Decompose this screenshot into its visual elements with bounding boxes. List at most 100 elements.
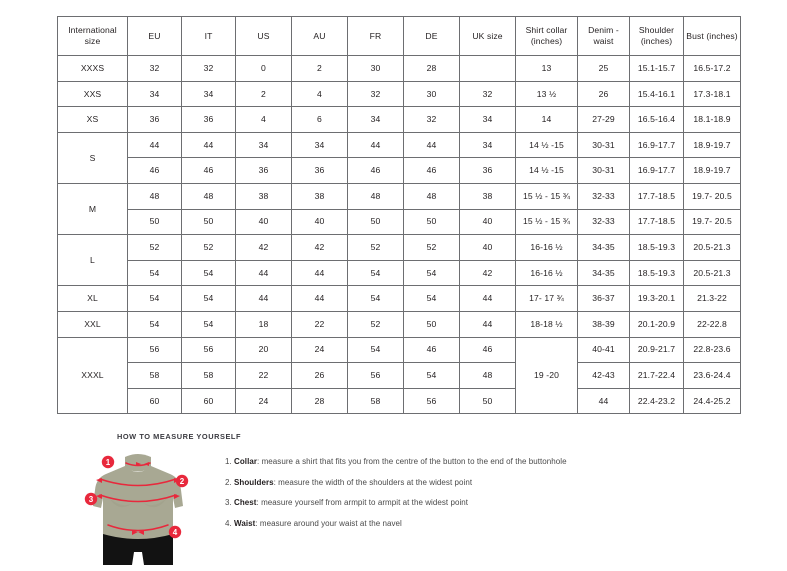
cell-it: 58 — [181, 362, 236, 389]
cell-shoulder: 20.1-20.9 — [629, 310, 684, 338]
cell-collar: 18-18 ½ — [515, 310, 578, 338]
cell-collar: 15 ½ - 15 ¾ — [515, 208, 578, 236]
how-to-measure-section: 1 2 3 4 1. Collar: measure a shirt that … — [57, 446, 757, 566]
cell-it: 56 — [181, 336, 236, 364]
cell-bust: 18.1-18.9 — [683, 106, 741, 133]
cell-collar: 13 — [515, 55, 578, 82]
cell-it: 36 — [181, 106, 236, 133]
cell-fr: 52 — [347, 310, 404, 338]
cell-de: 32 — [403, 106, 460, 133]
cell-de: 56 — [403, 387, 460, 415]
cell-au: 34 — [291, 131, 348, 159]
cell-uk: 44 — [459, 310, 516, 338]
cell-fr: 54 — [347, 336, 404, 364]
size-label-cell: XXL — [57, 310, 128, 338]
cell-denim: 38-39 — [577, 310, 630, 338]
cell-bust: 18.9-19.7 — [683, 157, 741, 184]
size-label-cell: XL — [57, 285, 128, 312]
cell-collar: 13 ½ — [515, 80, 578, 108]
cell-eu: 54 — [127, 310, 182, 338]
cell-us: 2 — [235, 80, 292, 108]
cell-uk: 36 — [459, 157, 516, 184]
cell-collar: 16-16 ½ — [515, 259, 578, 287]
cell-uk: 34 — [459, 131, 516, 159]
svg-text:1: 1 — [106, 458, 111, 467]
col-header-5: FR — [347, 16, 404, 56]
cell-uk: 44 — [459, 285, 516, 312]
cell-shoulder: 16.9-17.7 — [629, 157, 684, 184]
marker-2: 2 — [175, 474, 189, 488]
cell-eu: 58 — [127, 362, 182, 389]
cell-denim: 25 — [577, 55, 630, 82]
cell-denim: 26 — [577, 80, 630, 108]
cell-us: 18 — [235, 310, 292, 338]
cell-it: 60 — [181, 387, 236, 415]
svg-text:3: 3 — [89, 495, 94, 504]
cell-us: 44 — [235, 259, 292, 287]
cell-uk: 48 — [459, 362, 516, 389]
cell-de: 48 — [403, 182, 460, 210]
cell-au: 4 — [291, 80, 348, 108]
cell-bust: 24.4-25.2 — [683, 387, 741, 415]
cell-bust: 21.3-22 — [683, 285, 741, 312]
cell-shoulder: 19.3-20.1 — [629, 285, 684, 312]
measure-step-3: 3. Chest: measure yourself from armpit t… — [225, 498, 469, 508]
cell-au: 24 — [291, 336, 348, 364]
size-chart-table: International size EU IT US AU FR DE UK size Shir… — [57, 16, 741, 415]
cell-denim: 32-33 — [577, 182, 630, 210]
cell-us: 22 — [235, 362, 292, 389]
table-row: 60 60 24 28 58 56 50 44 22.4-23.2 24.4-25.2 — [58, 387, 741, 415]
cell-de: 28 — [403, 55, 460, 82]
col-header-1: EU — [127, 16, 182, 56]
cell-it: 52 — [181, 234, 236, 261]
cell-shoulder: 22.4-23.2 — [629, 387, 684, 415]
cell-au: 44 — [291, 285, 348, 312]
cell-denim: 42-43 — [577, 362, 630, 389]
cell-bust: 18.9-19.7 — [683, 131, 741, 159]
table-row: S 44 44 34 34 44 44 34 14 ½ -15 30-31 16.9-17.7 18.… — [57, 131, 741, 184]
cell-bust: 22.8-23.6 — [683, 336, 741, 364]
cell-denim: 30-31 — [577, 157, 630, 184]
table-row: XXS 34 34 2 4 32 30 32 13 ½ 26 15.4-16.1 17.3-18.1 — [57, 80, 741, 108]
col-header-2: IT — [181, 16, 236, 56]
cell-us: 4 — [235, 106, 292, 133]
torso-diagram-svg: 1 2 3 4 — [84, 454, 189, 565]
cell-uk: 46 — [459, 336, 516, 364]
cell-eu: 56 — [127, 336, 182, 364]
cell-shoulder: 16.9-17.7 — [629, 131, 684, 159]
cell-collar: 14 — [515, 106, 578, 133]
cell-eu: 52 — [127, 234, 182, 261]
cell-denim: 30-31 — [577, 131, 630, 159]
marker-3: 3 — [84, 492, 98, 506]
cell-shoulder: 15.1-15.7 — [629, 55, 684, 82]
cell-shoulder: 18.5-19.3 — [629, 259, 684, 287]
cell-de: 46 — [403, 157, 460, 184]
cell-fr: 48 — [347, 182, 404, 210]
cell-bust: 20.5-21.3 — [683, 234, 741, 261]
cell-denim: 36-37 — [577, 285, 630, 312]
cell-us: 20 — [235, 336, 292, 364]
marker-1: 1 — [101, 455, 115, 469]
table-row: L 52 52 42 42 52 52 40 16-16 ½ 34-35 18.5-19.3 20.5… — [57, 234, 741, 287]
svg-text:4: 4 — [173, 528, 178, 537]
table-row: 54 54 44 44 54 54 42 16-16 ½ 34-35 18.5-19.3 20.5-… — [58, 259, 741, 287]
cell-de: 44 — [403, 131, 460, 159]
cell-eu: 46 — [127, 157, 182, 184]
cell-uk: 40 — [459, 234, 516, 261]
marker-4: 4 — [168, 525, 182, 539]
table-row: XL 54 54 44 44 54 54 44 17- 17 ¾ 36-37 19.3-20.1 21… — [57, 285, 741, 312]
cell-collar: 14 ½ -15 — [515, 157, 578, 184]
cell-shoulder: 15.4-16.1 — [629, 80, 684, 108]
svg-text:2: 2 — [180, 477, 185, 486]
size-label-cell: S — [57, 131, 128, 184]
cell-fr: 50 — [347, 208, 404, 236]
cell-fr: 46 — [347, 157, 404, 184]
cell-fr: 34 — [347, 106, 404, 133]
torso-diagram: 1 2 3 4 — [76, 448, 200, 566]
col-header-4: AU — [291, 16, 348, 56]
cell-it: 46 — [181, 157, 236, 184]
cell-eu: 34 — [127, 80, 182, 108]
cell-de: 54 — [403, 362, 460, 389]
cell-it: 48 — [181, 182, 236, 210]
table-row: XXXL 56 56 20 24 54 46 46 19 -20 40-41 20.9-21.7 22… — [57, 336, 741, 415]
